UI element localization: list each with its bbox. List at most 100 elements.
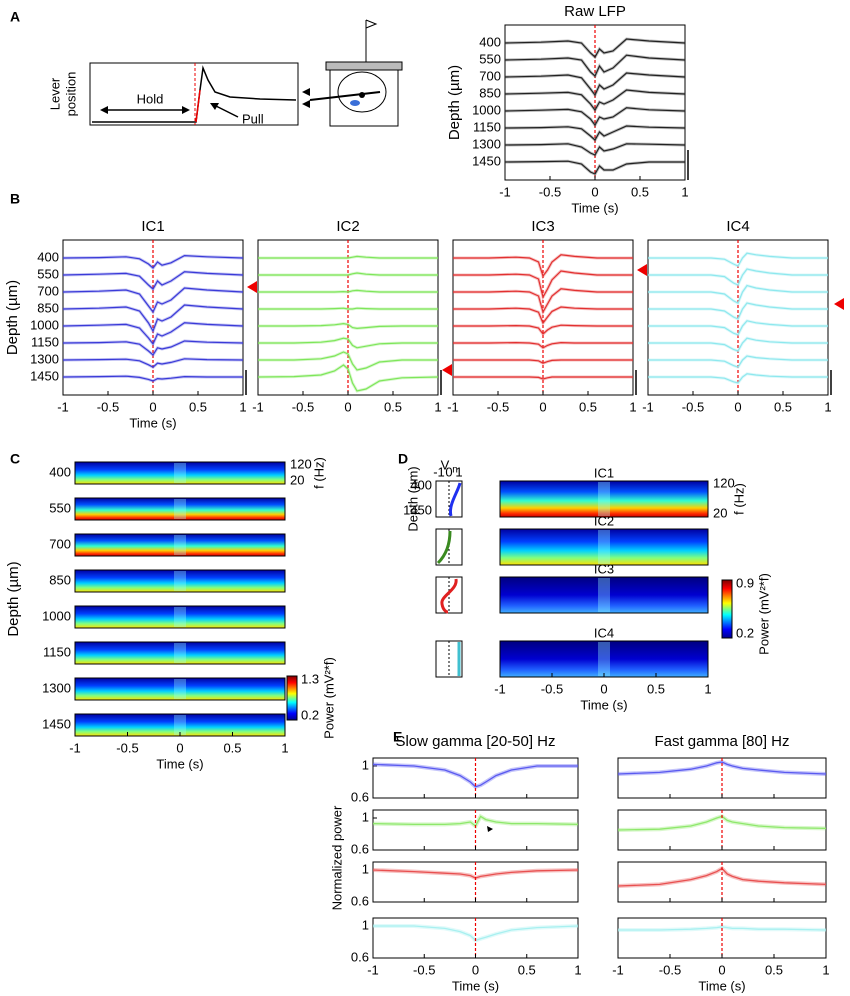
x-tick-label: 0 bbox=[734, 399, 741, 414]
trace bbox=[617, 761, 827, 775]
lever-icon bbox=[302, 88, 310, 108]
trace bbox=[504, 107, 686, 127]
depth-label: 700 bbox=[49, 536, 71, 551]
trace bbox=[453, 254, 633, 278]
lever-bar bbox=[309, 91, 381, 101]
trace-band bbox=[648, 283, 828, 306]
x-tick-label: -1 bbox=[642, 399, 654, 414]
vn-tick-label: 0 bbox=[445, 464, 452, 479]
depth-label: 1450 bbox=[42, 716, 71, 731]
trace bbox=[62, 287, 244, 314]
trace bbox=[62, 358, 244, 368]
x-axis-label: Time (s) bbox=[156, 756, 203, 771]
x-tick-label: -1 bbox=[447, 399, 459, 414]
colorbar-tick-label: 0.2 bbox=[301, 707, 319, 722]
trace bbox=[258, 255, 438, 259]
x-tick-label: -0.5 bbox=[116, 740, 138, 755]
freq-tick-label: 20 bbox=[713, 505, 727, 520]
freq-axis-label: f (Hz) bbox=[311, 457, 326, 489]
lever-schematic: A B C D E Lever position Hold Pull bbox=[10, 9, 408, 745]
y-tick-label: 0.6 bbox=[351, 949, 369, 964]
trace bbox=[617, 867, 827, 887]
trace bbox=[648, 355, 828, 368]
trace bbox=[453, 376, 633, 380]
x-tick-label: 0 bbox=[718, 962, 725, 977]
x-tick-label: 1 bbox=[824, 399, 831, 414]
marker-triangle bbox=[637, 264, 647, 276]
trace bbox=[618, 926, 827, 931]
trace bbox=[372, 815, 579, 827]
depth-label: 1150 bbox=[43, 644, 71, 659]
trace bbox=[258, 337, 438, 349]
vn-subscript: n bbox=[452, 465, 458, 476]
colorbar-label: Power (mV²*f) bbox=[756, 573, 771, 655]
x-tick-label: 0.5 bbox=[518, 962, 536, 977]
spectrogram-onset-band bbox=[598, 578, 610, 612]
trace bbox=[258, 289, 438, 293]
trace bbox=[648, 268, 828, 286]
spectrogram bbox=[499, 480, 709, 518]
depth-label: 550 bbox=[49, 500, 71, 515]
spectrogram-onset-band bbox=[174, 607, 186, 627]
depth-label: 700 bbox=[37, 283, 59, 298]
spectrogram bbox=[74, 641, 286, 665]
row-title: IC1 bbox=[594, 465, 614, 480]
x-tick-label: 0 bbox=[149, 399, 156, 414]
marker-triangle bbox=[247, 281, 257, 293]
depth-tick-label: 1450 bbox=[403, 502, 432, 517]
x-tick-label: 0 bbox=[591, 184, 598, 199]
spectrogram-onset-band bbox=[174, 535, 186, 555]
trace bbox=[453, 359, 633, 364]
trace bbox=[504, 160, 685, 175]
spectrogram-onset-band bbox=[174, 499, 186, 519]
chart-title: IC3 bbox=[531, 218, 554, 235]
x-tick-label: 1 bbox=[629, 399, 636, 414]
chart-title: IC1 bbox=[141, 218, 164, 235]
y-tick-label: 0.6 bbox=[351, 841, 369, 856]
trace bbox=[62, 271, 244, 290]
vn-panels bbox=[435, 480, 463, 678]
trace bbox=[62, 304, 244, 333]
colorbar bbox=[721, 579, 733, 639]
x-tick-label: 0 bbox=[539, 399, 546, 414]
depth-label: 1000 bbox=[30, 317, 59, 332]
panel-label: C bbox=[10, 451, 20, 467]
x-tick-label: -0.5 bbox=[487, 399, 509, 414]
panel-label: D bbox=[398, 451, 408, 467]
depth-label: 550 bbox=[479, 51, 501, 66]
x-tick-label: -0.5 bbox=[541, 681, 563, 696]
colorbar-tick-label: 0.9 bbox=[736, 575, 754, 590]
trace bbox=[648, 320, 828, 336]
lever-ylabel: position bbox=[63, 72, 78, 117]
y-tick-label: 1 bbox=[362, 757, 369, 772]
trace bbox=[258, 351, 438, 371]
x-tick-label: -1 bbox=[494, 681, 506, 696]
trace bbox=[648, 252, 828, 267]
decorations bbox=[245, 150, 844, 832]
row-title: IC3 bbox=[594, 561, 614, 576]
spectrogram bbox=[499, 640, 709, 678]
lever-trace-onset bbox=[195, 89, 201, 123]
chart-title: Raw LFP bbox=[564, 3, 626, 20]
trace bbox=[504, 72, 686, 97]
trace bbox=[257, 364, 439, 392]
depth-label: 850 bbox=[479, 85, 501, 100]
spectrogram-onset-band bbox=[174, 643, 186, 663]
depth-tick-label: 400 bbox=[410, 477, 432, 492]
x-tick-label: -1 bbox=[57, 399, 69, 414]
depth-label: 1150 bbox=[473, 119, 501, 134]
freq-tick-label: 120 bbox=[290, 456, 312, 471]
trace bbox=[504, 54, 686, 77]
trace bbox=[373, 925, 579, 942]
y-axis-label: Normalized power bbox=[329, 805, 344, 910]
x-tick-label: 0 bbox=[600, 681, 607, 696]
panel-label: A bbox=[10, 9, 20, 25]
x-tick-label: 0.5 bbox=[223, 740, 241, 755]
spectrogram bbox=[74, 497, 286, 521]
y-tick-label: 0.6 bbox=[351, 789, 369, 804]
electrode-flag bbox=[365, 19, 378, 29]
x-axis-label: Time (s) bbox=[571, 200, 618, 215]
trace bbox=[453, 324, 633, 335]
depth-axis-label: Depth (µm) bbox=[405, 466, 420, 531]
